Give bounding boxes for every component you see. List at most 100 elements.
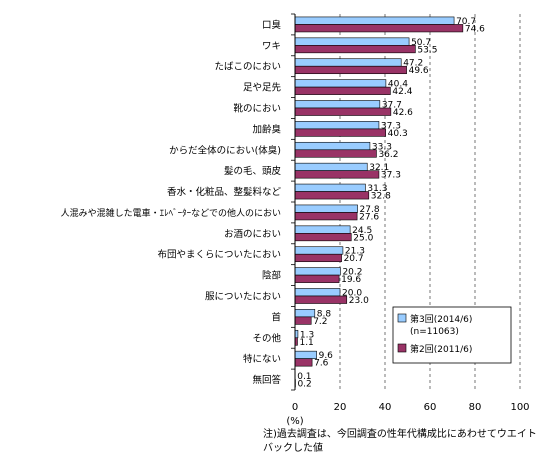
bar	[294, 24, 464, 33]
value-label: 0.1	[297, 372, 311, 382]
category-label: たばこのにおい	[214, 62, 281, 73]
category-label: からだ全体のにおい(体臭)	[169, 144, 281, 156]
value-label: 1.1	[299, 338, 313, 348]
value-label: 37.3	[381, 121, 401, 131]
category-label: 特にない	[243, 353, 281, 365]
bar	[294, 183, 366, 192]
bar	[294, 295, 348, 304]
category-label: 陰部	[262, 270, 281, 282]
value-label: 27.8	[360, 205, 380, 215]
category-label: 髪の毛、頭皮	[224, 165, 282, 177]
value-label: 21.3	[345, 247, 365, 257]
bar	[294, 288, 341, 297]
value-label: 9.6	[319, 351, 334, 361]
value-label: 53.5	[417, 45, 437, 55]
bar	[294, 316, 312, 325]
x-tick-label: 0	[292, 402, 298, 413]
bar	[294, 149, 377, 158]
bar	[294, 253, 342, 263]
category-label: ワキ	[262, 41, 281, 52]
bar	[294, 274, 340, 283]
category-label: 首	[271, 311, 281, 323]
bar	[294, 225, 351, 234]
x-axis-label: (%)	[286, 416, 303, 427]
bar	[294, 16, 455, 25]
bar	[294, 358, 313, 367]
value-label: 23.0	[349, 296, 369, 306]
x-tick-label: 40	[379, 402, 392, 413]
bar	[294, 65, 407, 75]
value-label: 42.6	[393, 108, 413, 118]
value-label: 40.3	[388, 129, 408, 139]
category-label: 布団やまくらについたにおい	[157, 249, 281, 261]
bar	[294, 212, 358, 221]
legend-box	[392, 306, 512, 364]
bar	[294, 267, 341, 276]
category-label: 口臭	[262, 19, 282, 31]
bar	[294, 309, 316, 318]
bar	[294, 100, 381, 109]
value-label: 20.0	[342, 289, 362, 299]
category-label: その他	[252, 332, 281, 344]
bar	[294, 246, 344, 255]
x-tick-label: 20	[334, 402, 347, 413]
value-label: 27.6	[359, 212, 379, 222]
bar	[294, 204, 358, 213]
category-label: 足や足先	[243, 82, 282, 94]
value-label: 20.7	[344, 254, 364, 264]
value-label: 19.6	[341, 275, 361, 285]
bar	[294, 107, 392, 116]
bar	[294, 86, 391, 95]
legend-swatch	[397, 313, 407, 323]
value-label: 49.6	[409, 66, 429, 76]
bar	[294, 162, 368, 171]
legend: 第3回(2014/6) (n=11063) 第2回(2011/6)	[392, 306, 512, 364]
value-label: 31.3	[367, 184, 387, 194]
footnote: 注)過去調査は、今回調査の性年代構成比にあわせてウエイトバックした値	[263, 429, 537, 454]
value-label: 32.1	[369, 163, 389, 173]
axes: 0 20 40 60 80 100 (%)	[286, 13, 530, 427]
bar	[294, 191, 370, 200]
x-tick-label: 60	[424, 402, 437, 413]
bar	[294, 37, 410, 46]
value-label: 37.3	[381, 171, 401, 181]
bar	[294, 141, 371, 151]
value-label: 74.6	[465, 24, 485, 34]
value-label: 20.2	[342, 268, 362, 278]
bar	[294, 233, 352, 242]
value-label: 36.2	[378, 150, 398, 160]
bar	[294, 350, 317, 359]
legend-swatch	[397, 343, 407, 353]
bars	[294, 16, 464, 388]
value-label: 25.0	[353, 233, 373, 243]
x-tick-label: 100	[510, 402, 529, 413]
value-labels: 70.774.6 50.753.5 47.249.640.442.4 37.742.6…	[297, 17, 485, 390]
value-label: 42.4	[392, 87, 412, 97]
bar	[294, 121, 380, 130]
legend-label: 第3回(2014/6)	[410, 313, 472, 325]
value-label: 33.3	[372, 142, 392, 152]
bar	[294, 128, 386, 137]
category-label: 香水・化粧品、整髪料など	[167, 186, 282, 198]
value-label: 7.6	[314, 359, 329, 369]
value-label: 24.5	[352, 226, 372, 236]
bar	[294, 79, 387, 88]
value-label: 70.7	[456, 17, 476, 27]
bar	[294, 170, 380, 179]
category-label: 靴のにおい	[233, 103, 281, 115]
legend-sublabel: (n=11063)	[410, 327, 459, 337]
x-tick-label: 80	[469, 402, 482, 413]
value-label: 8.8	[317, 309, 332, 319]
value-label: 32.8	[371, 192, 391, 202]
value-label: 1.3	[300, 330, 314, 340]
category-label: 服についたにおい	[205, 292, 281, 303]
bar	[294, 45, 416, 54]
category-label: お酒のにおい	[224, 229, 281, 240]
category-label: 加齢臭	[252, 123, 281, 135]
value-label: 50.7	[411, 38, 431, 48]
value-label: 7.2	[313, 317, 327, 327]
value-label: 40.4	[388, 80, 408, 90]
legend-label: 第2回(2011/6)	[410, 343, 472, 355]
